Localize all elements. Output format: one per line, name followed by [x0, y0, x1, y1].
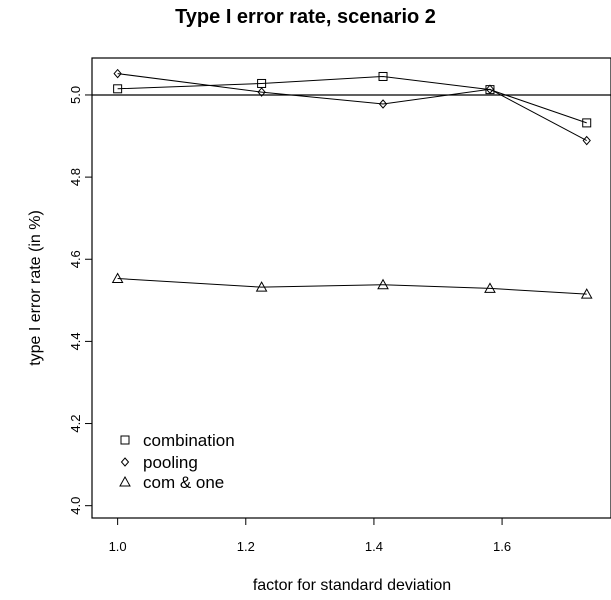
- x-tick-label: 1.6: [493, 539, 511, 554]
- x-axis-label: factor for standard deviation: [253, 577, 451, 594]
- data-point: [485, 84, 495, 94]
- legend-marker: [120, 435, 130, 445]
- series-line: [117, 75, 587, 124]
- y-axis-label: type I error rate (in %): [27, 210, 44, 366]
- data-point: [377, 278, 389, 290]
- series-triangle: [111, 272, 593, 299]
- x-tick-label: 1.4: [365, 539, 383, 554]
- x-tick-label: 1.0: [109, 539, 127, 554]
- data-point: [378, 71, 388, 81]
- data-point: [113, 84, 123, 94]
- legend-label: com & one: [143, 473, 224, 492]
- series-square: [113, 71, 592, 128]
- legend-label: combination: [143, 431, 235, 450]
- y-tick-label: 5.0: [68, 86, 83, 104]
- data-point: [580, 288, 593, 299]
- series-line: [117, 73, 587, 141]
- legend-item: pooling: [120, 453, 198, 472]
- data-point: [582, 118, 592, 128]
- y-tick-label: 4.2: [68, 414, 83, 432]
- legend-label: pooling: [143, 453, 198, 472]
- plot-frame: [91, 57, 611, 519]
- chart-title: Type I error rate, scenario 2: [175, 6, 436, 28]
- series-layer: [111, 68, 593, 299]
- data-point: [484, 282, 496, 293]
- data-point: [255, 281, 268, 292]
- y-tick-label: 4.0: [68, 497, 83, 515]
- data-point: [111, 272, 124, 284]
- series-diamond: [113, 68, 591, 146]
- data-point: [378, 99, 388, 109]
- legend-item: com & one: [119, 473, 224, 492]
- x-axis: 1.0 1.2 1.4 1.6: [109, 518, 511, 554]
- legend-marker: [120, 457, 130, 467]
- data-point: [113, 68, 122, 79]
- legend-item: combination: [120, 431, 235, 450]
- y-tick-label: 4.6: [68, 250, 83, 268]
- x-tick-label: 1.2: [237, 539, 255, 554]
- y-tick-label: 4.4: [68, 332, 83, 350]
- legend-marker: [119, 475, 131, 487]
- series-line: [117, 278, 587, 295]
- data-point: [257, 87, 266, 97]
- y-tick-label: 4.8: [68, 168, 83, 186]
- data-point: [582, 135, 591, 146]
- y-axis: 4.0 4.2 4.4 4.6 4.8 5.0: [68, 86, 92, 515]
